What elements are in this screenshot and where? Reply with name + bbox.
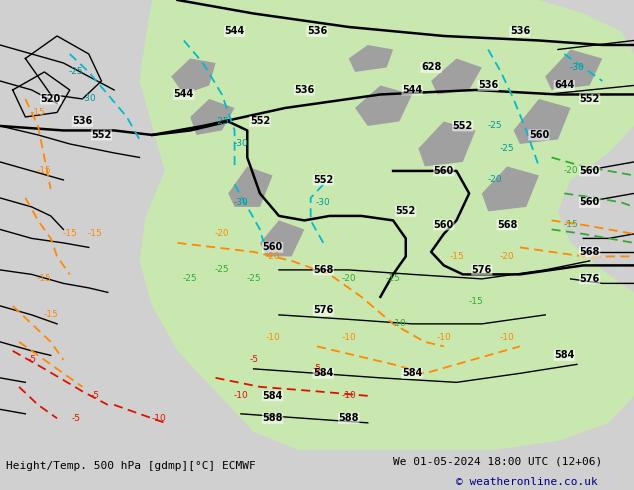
Text: -15: -15 <box>468 297 483 306</box>
Polygon shape <box>514 99 571 144</box>
Text: -20: -20 <box>500 252 515 261</box>
Text: 560: 560 <box>262 243 283 252</box>
Text: 560: 560 <box>434 220 454 230</box>
Text: 544: 544 <box>224 26 245 36</box>
Polygon shape <box>228 167 273 207</box>
Text: -30: -30 <box>81 95 96 103</box>
Text: 576: 576 <box>472 265 492 275</box>
Polygon shape <box>260 220 304 256</box>
Text: -5: -5 <box>27 355 36 365</box>
Text: -10: -10 <box>341 333 356 342</box>
Text: -20: -20 <box>341 274 356 283</box>
Text: 584: 584 <box>262 391 283 401</box>
Text: -5: -5 <box>72 414 81 423</box>
Text: -15: -15 <box>30 108 46 117</box>
Text: -15: -15 <box>87 229 103 239</box>
Text: -10: -10 <box>151 414 166 423</box>
Text: 584: 584 <box>554 350 574 360</box>
Polygon shape <box>139 0 634 450</box>
Text: -15: -15 <box>449 252 464 261</box>
Text: 560: 560 <box>579 197 600 207</box>
Text: 576: 576 <box>579 274 600 284</box>
Text: -30: -30 <box>233 140 249 148</box>
Text: -15: -15 <box>563 220 578 229</box>
Text: We 01-05-2024 18:00 UTC (12+06): We 01-05-2024 18:00 UTC (12+06) <box>393 457 602 467</box>
Text: 552: 552 <box>579 94 600 104</box>
Text: -30: -30 <box>316 198 331 207</box>
Text: 552: 552 <box>313 175 333 185</box>
Text: -20: -20 <box>487 175 502 184</box>
Text: -25: -25 <box>214 266 230 274</box>
Polygon shape <box>355 85 412 126</box>
Text: 544: 544 <box>174 90 194 99</box>
Polygon shape <box>171 58 216 95</box>
Text: 584: 584 <box>402 368 422 378</box>
Text: 560: 560 <box>529 130 549 140</box>
Text: -5: -5 <box>249 355 258 365</box>
Text: -10: -10 <box>233 392 249 400</box>
Text: 588: 588 <box>339 414 359 423</box>
Polygon shape <box>349 45 393 72</box>
Text: -5: -5 <box>91 392 100 400</box>
Text: 536: 536 <box>294 85 314 95</box>
Text: -25: -25 <box>500 144 515 153</box>
Text: © weatheronline.co.uk: © weatheronline.co.uk <box>456 477 598 487</box>
Text: 536: 536 <box>72 117 93 126</box>
Text: -25: -25 <box>487 122 502 130</box>
Text: -30: -30 <box>233 198 249 207</box>
Text: 560: 560 <box>579 166 600 176</box>
Text: 568: 568 <box>579 247 600 257</box>
Text: 520: 520 <box>41 94 61 104</box>
Text: -25: -25 <box>246 274 261 283</box>
Text: 536: 536 <box>307 26 327 36</box>
Polygon shape <box>418 122 476 167</box>
Polygon shape <box>190 99 235 135</box>
Text: -10: -10 <box>500 333 515 342</box>
Text: 568: 568 <box>497 220 517 230</box>
Text: -25: -25 <box>183 274 198 283</box>
Text: -15: -15 <box>37 167 52 175</box>
Text: 552: 552 <box>91 130 112 140</box>
Text: -25: -25 <box>214 117 230 126</box>
Text: 552: 552 <box>453 121 473 131</box>
Text: 560: 560 <box>434 166 454 176</box>
Text: 536: 536 <box>510 26 530 36</box>
Text: -15: -15 <box>37 274 52 283</box>
Polygon shape <box>482 167 539 211</box>
Text: -10: -10 <box>392 319 407 328</box>
Text: 628: 628 <box>421 62 441 73</box>
Text: -15: -15 <box>385 274 401 283</box>
Text: 552: 552 <box>396 206 416 217</box>
Text: -20: -20 <box>214 229 230 239</box>
Text: Height/Temp. 500 hPa [gdmp][°C] ECMWF: Height/Temp. 500 hPa [gdmp][°C] ECMWF <box>6 461 256 471</box>
Polygon shape <box>431 58 482 95</box>
Text: -15: -15 <box>43 310 58 319</box>
Text: -10: -10 <box>265 333 280 342</box>
Polygon shape <box>545 49 602 90</box>
Text: 576: 576 <box>313 305 333 316</box>
Text: -10: -10 <box>436 333 451 342</box>
Text: 552: 552 <box>250 117 270 126</box>
Text: -25: -25 <box>68 68 84 76</box>
Text: -20: -20 <box>563 167 578 175</box>
Text: 568: 568 <box>313 265 333 275</box>
Text: -5: -5 <box>313 365 321 373</box>
Text: -10: -10 <box>341 392 356 400</box>
Text: 644: 644 <box>554 80 574 91</box>
Text: 544: 544 <box>402 85 422 95</box>
Text: 584: 584 <box>313 368 333 378</box>
Text: -15: -15 <box>62 229 77 239</box>
Text: 588: 588 <box>262 414 283 423</box>
Text: -30: -30 <box>569 63 585 72</box>
Text: 536: 536 <box>478 80 498 91</box>
Text: -20: -20 <box>265 252 280 261</box>
